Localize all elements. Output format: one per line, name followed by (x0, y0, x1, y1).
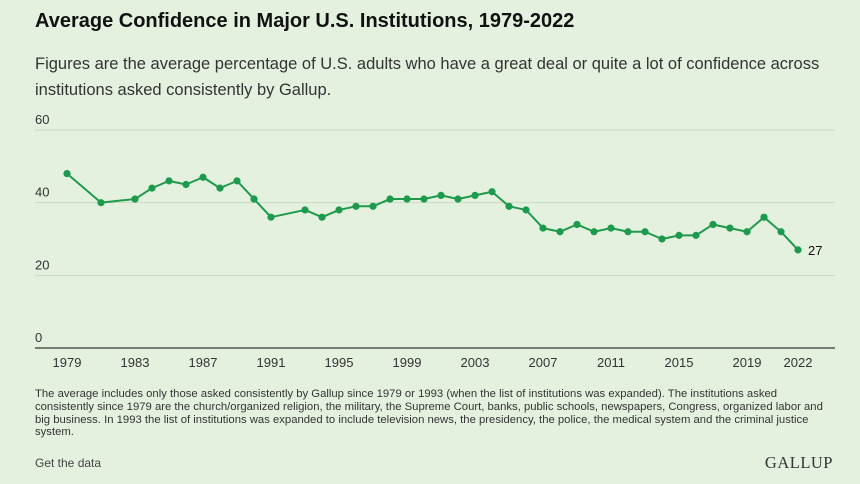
x-axis-labels: 1979 1983 1987 1991 1995 1999 2003 2007 2011 2015… (53, 355, 813, 370)
data-point-2007 (539, 224, 547, 232)
data-point-2005 (505, 202, 513, 210)
data-point-2014 (658, 235, 666, 243)
data-point-1986 (182, 180, 190, 189)
get-data-link[interactable]: Get the data (35, 456, 102, 470)
data-point-1995 (335, 206, 343, 214)
data-point-2016 (692, 231, 700, 239)
x-tick-label-1991: 1991 (257, 355, 286, 370)
y-tick-label-20: 20 (35, 257, 49, 272)
data-point-2004 (488, 188, 496, 196)
x-tick-label-2015: 2015 (665, 355, 694, 370)
data-point-1981 (97, 199, 105, 207)
end-value-label: 27 (808, 243, 822, 258)
grid-layer (35, 129, 835, 349)
gallup-logo: GALLUP (764, 453, 833, 472)
x-tick-label-2007: 2007 (529, 355, 558, 370)
data-point-1985 (165, 177, 173, 185)
data-point-2002 (454, 195, 462, 203)
footnote: The average includes only those asked co… (35, 388, 823, 439)
data-point-1979 (63, 170, 71, 178)
y-tick-label-60: 60 (35, 112, 49, 127)
data-point-1984 (148, 184, 156, 192)
data-point-2018 (726, 224, 734, 232)
x-tick-label-1995: 1995 (325, 355, 354, 370)
x-tick-label-2022: 2022 (784, 355, 813, 370)
data-point-1983 (131, 195, 139, 203)
data-point-2000 (420, 195, 428, 203)
x-tick-label-1999: 1999 (393, 355, 422, 370)
data-point-2019 (743, 228, 751, 236)
chart-title: Average Confidence in Major U.S. Institu… (35, 10, 575, 32)
data-point-1990 (250, 195, 258, 203)
data-point-1991 (267, 213, 275, 221)
x-tick-label-2019: 2019 (733, 355, 762, 370)
x-tick-label-2003: 2003 (461, 355, 490, 370)
x-tick-label-1979: 1979 (53, 355, 82, 370)
data-point-2010 (590, 228, 598, 236)
data-point-2021 (777, 228, 785, 236)
data-point-1999 (403, 195, 411, 203)
x-tick-label-1987: 1987 (189, 355, 218, 370)
data-point-1994 (318, 213, 326, 221)
series-layer: 27 (63, 170, 822, 258)
data-point-2003 (471, 191, 479, 199)
data-point-1987 (199, 173, 207, 181)
series-line (66, 172, 799, 251)
line-chart: 0 20 40 60 1979 1983 1987 1991 1995 1999 2003 2007… (35, 112, 835, 370)
data-point-1996 (352, 202, 360, 210)
data-point-2020 (760, 213, 768, 221)
data-point-2012 (624, 228, 632, 236)
y-axis-labels: 0 20 40 60 (35, 112, 49, 345)
data-point-1997 (369, 202, 377, 210)
data-point-2008 (556, 228, 564, 236)
y-tick-label-0: 0 (35, 330, 42, 345)
data-point-2001 (437, 191, 445, 199)
data-point-2017 (709, 220, 717, 229)
data-point-1988 (216, 184, 224, 192)
data-point-2015 (675, 231, 683, 239)
data-point-1993 (301, 206, 309, 214)
y-tick-label-40: 40 (35, 185, 49, 200)
data-point-2013 (641, 228, 649, 236)
x-tick-label-2011: 2011 (597, 355, 625, 370)
chart-subtitle: Figures are the average percentage of U.… (35, 55, 820, 99)
x-tick-label-1983: 1983 (121, 355, 150, 370)
data-point-2022 (794, 246, 802, 254)
data-point-1989 (233, 177, 241, 185)
data-point-2009 (573, 220, 581, 229)
data-point-2011 (607, 224, 615, 232)
data-point-1998 (386, 195, 394, 203)
data-point-2006 (522, 206, 530, 214)
